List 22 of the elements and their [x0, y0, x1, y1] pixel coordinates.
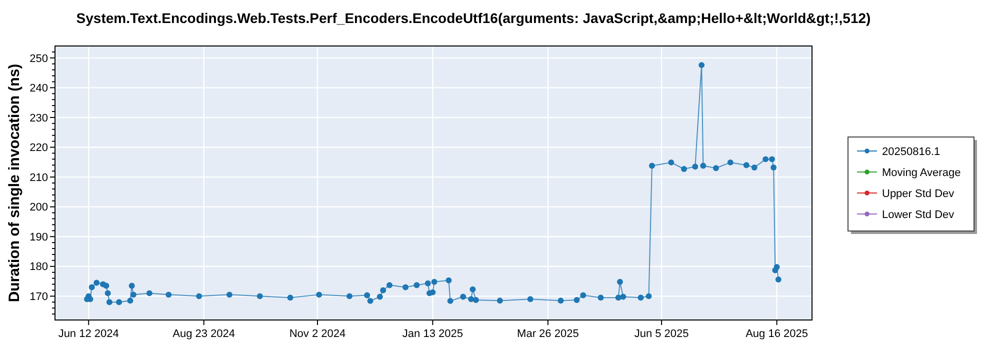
- x-tick-label: Aug 23 2024: [172, 328, 236, 340]
- y-tick-label: 170: [30, 291, 48, 304]
- x-tick-label: Jan 13 2025: [402, 328, 463, 340]
- x-tick-label: Jun 5 2025: [634, 328, 689, 340]
- y-tick-label: 190: [30, 231, 48, 244]
- y-tick-label: 180: [30, 261, 48, 274]
- y-tick-label: 220: [30, 142, 48, 154]
- x-tick-label: Jun 12 2024: [58, 328, 119, 340]
- legend-label: Moving Average: [882, 166, 961, 179]
- legend-label: Lower Std Dev: [882, 208, 955, 221]
- y-tick-label: 240: [30, 82, 48, 95]
- y-tick-label: 250: [30, 52, 48, 65]
- x-tick-label: Aug 16 2025: [746, 328, 808, 340]
- y-axis-title: Duration of single invocation (ns): [6, 64, 23, 302]
- y-tick-label: 230: [30, 112, 48, 124]
- chart-title: System.Text.Encodings.Web.Tests.Perf_Encoders.EncodeUtf16(arguments: JavaScript,&amp;Hello+&lt;World&gt;!,512): [76, 10, 871, 26]
- x-tick-label: Mar 26 2025: [517, 328, 579, 340]
- legend-label: 20250816.1: [882, 146, 940, 158]
- y-tick-label: 210: [30, 172, 48, 184]
- y-tick-label: 200: [30, 202, 48, 214]
- legend-label: Upper Std Dev: [882, 188, 955, 200]
- x-tick-label: Nov 2 2024: [289, 328, 346, 340]
